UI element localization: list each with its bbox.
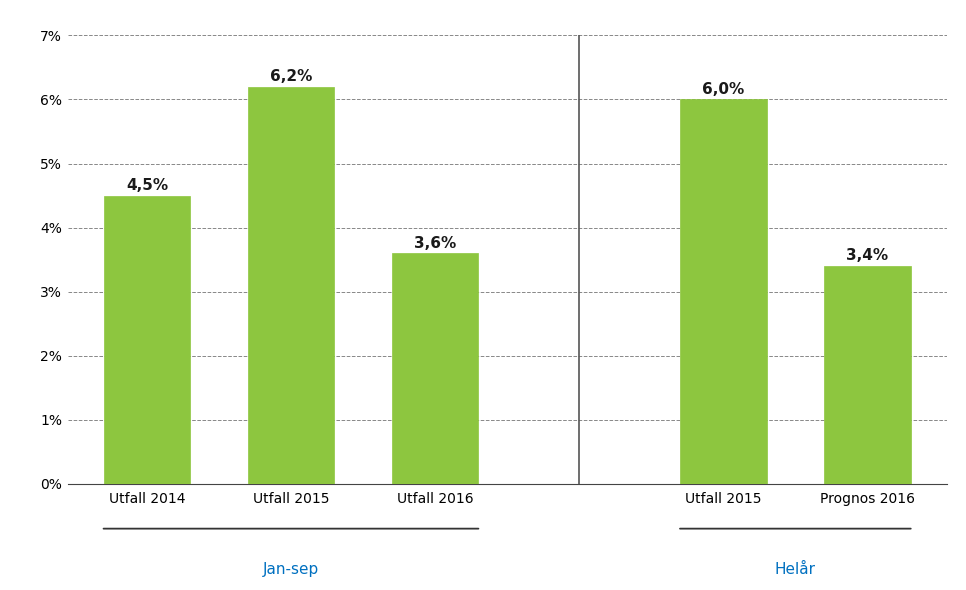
Text: Jan-sep: Jan-sep xyxy=(263,562,319,577)
Text: Helår: Helår xyxy=(775,562,816,577)
Bar xyxy=(392,253,478,484)
Text: 6,0%: 6,0% xyxy=(702,82,745,97)
Bar xyxy=(680,100,767,484)
Bar xyxy=(103,195,190,484)
Text: 4,5%: 4,5% xyxy=(126,178,168,193)
Text: 3,4%: 3,4% xyxy=(846,248,889,264)
Bar xyxy=(824,266,911,484)
Text: 6,2%: 6,2% xyxy=(270,69,312,84)
Text: 3,6%: 3,6% xyxy=(414,235,456,251)
Bar xyxy=(247,87,334,484)
